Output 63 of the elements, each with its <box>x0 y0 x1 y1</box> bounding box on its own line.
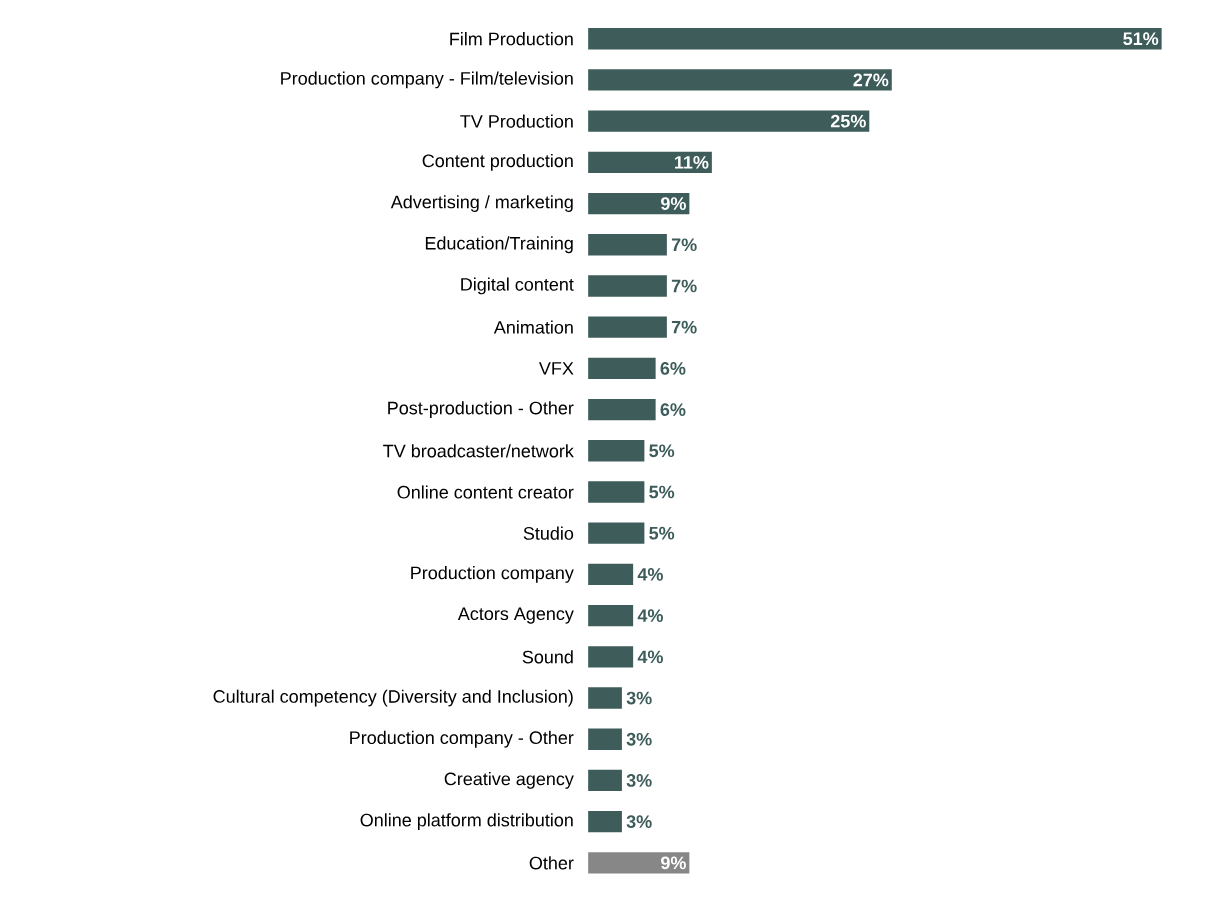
bar <box>588 852 690 874</box>
bar <box>588 275 667 297</box>
y-tick-label: VFX <box>538 362 574 375</box>
bar <box>588 233 667 256</box>
data-label: 3% <box>626 691 652 705</box>
y-tick-label: TV broadcaster/network <box>383 444 574 458</box>
data-label: 4% <box>637 609 663 622</box>
y-tick-label: Post-production - Other <box>388 401 574 418</box>
y-tick-label: Creative agency <box>444 771 574 789</box>
data-label: 5% <box>649 526 675 540</box>
data-label: 9% <box>661 197 686 210</box>
data-label: 3% <box>626 815 652 828</box>
bar <box>588 110 870 132</box>
bar <box>588 151 712 173</box>
bar <box>588 563 634 585</box>
y-tick-label: Advertising / marketing <box>390 195 573 212</box>
data-label: 7% <box>671 320 697 334</box>
bar <box>588 481 645 503</box>
y-tick-label: TV Production <box>460 114 573 128</box>
data-label: 6% <box>660 361 686 375</box>
y-tick-label: Digital content <box>461 277 574 295</box>
y-tick-label: Education/Training <box>425 236 573 254</box>
y-tick-label: Film Production <box>450 32 573 46</box>
y-tick-label: Animation <box>493 320 573 334</box>
y-tick-label: Production company <box>411 565 574 583</box>
bar <box>588 769 622 791</box>
data-label: 25% <box>830 114 866 128</box>
bar <box>588 604 634 627</box>
data-label: 4% <box>637 650 663 664</box>
y-tick-label: Cultural competency (Diversity and Inclusion) <box>213 689 573 707</box>
bar <box>588 728 622 750</box>
data-label: 11% <box>675 155 709 169</box>
bar <box>588 316 667 338</box>
y-tick-label: Sound <box>522 650 573 664</box>
bar <box>588 398 656 421</box>
data-label: 7% <box>671 279 697 293</box>
data-label: 3% <box>626 773 652 787</box>
data-label: 4% <box>637 567 663 581</box>
bar <box>588 522 645 544</box>
data-label: 27% <box>853 73 889 87</box>
bar <box>588 810 622 833</box>
y-tick-label: Online platform distribution <box>360 813 573 830</box>
data-label: 3% <box>626 732 652 746</box>
y-tick-label: Production company - Other <box>350 730 574 748</box>
bar <box>588 687 622 709</box>
y-tick-label: Studio <box>523 526 574 540</box>
data-label: 9% <box>661 856 686 870</box>
bar <box>588 69 892 91</box>
data-label: 51% <box>1123 32 1159 45</box>
bar <box>588 27 1162 50</box>
bar <box>588 646 634 668</box>
bar <box>588 357 656 379</box>
y-tick-label: Online content creator <box>397 485 574 499</box>
bar <box>588 440 645 462</box>
y-tick-label: Actors Agency <box>457 607 574 624</box>
data-label: 5% <box>649 444 675 458</box>
y-tick-label: Other <box>529 856 574 870</box>
y-tick-label: Content production <box>422 153 573 171</box>
y-tick-label: Production company - Film/television <box>281 71 573 89</box>
data-label: 7% <box>671 238 697 251</box>
data-label: 5% <box>649 485 675 499</box>
data-label: 6% <box>660 403 686 416</box>
bar <box>588 192 690 215</box>
